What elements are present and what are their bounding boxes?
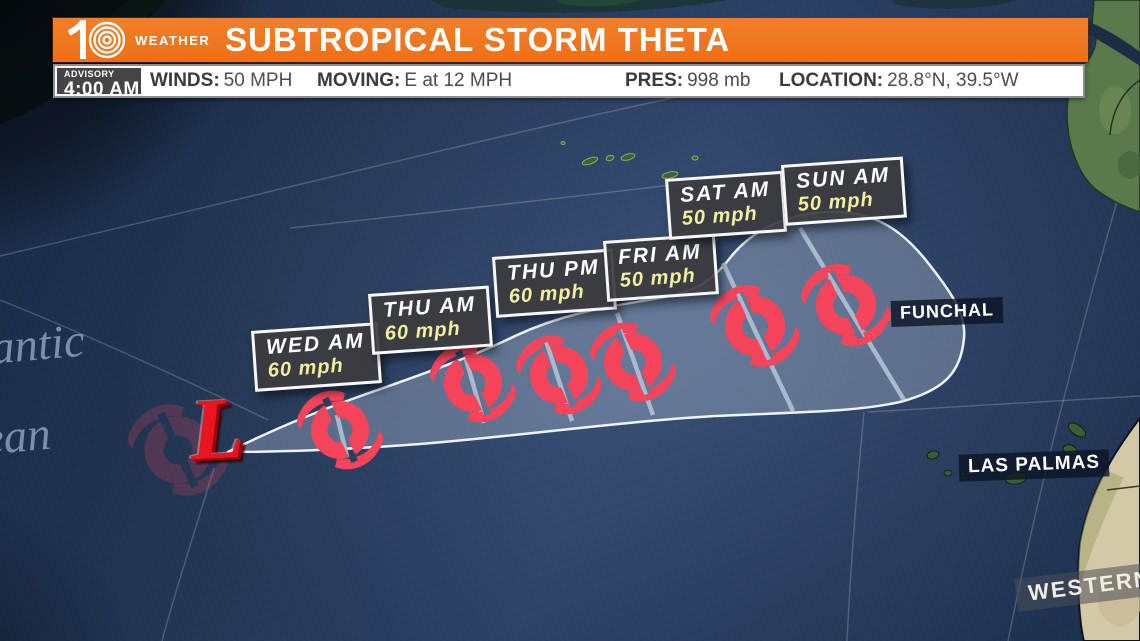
advisory-label: ADVISORY bbox=[64, 69, 115, 79]
advisory-stats-bar: ADVISORY 4:00 AM WINDS: 50 MPH MOVING: E… bbox=[53, 64, 1085, 99]
stat-winds: WINDS: 50 MPH bbox=[150, 66, 292, 96]
stat-value: 50 MPH bbox=[223, 70, 293, 91]
low-pressure-marker: L bbox=[187, 379, 247, 480]
brand-name: WEATHER bbox=[135, 32, 211, 48]
forecast-label-thu-pm: THU PM 60 mph bbox=[492, 248, 617, 318]
forecast-label-sat-am: SAT AM 50 mph bbox=[665, 170, 788, 240]
stat-value: 28.8°N, 39.5°W bbox=[887, 70, 1019, 91]
place-label-las-palmas: LAS PALMAS bbox=[958, 449, 1110, 482]
advisory-time: 4:00 AM bbox=[64, 79, 140, 100]
forecast-wind: 60 mph bbox=[508, 280, 586, 309]
forecast-label-thu-am: THU AM 60 mph bbox=[368, 285, 493, 355]
forecast-wind: 50 mph bbox=[681, 202, 759, 231]
stat-value: E at 12 MPH bbox=[404, 70, 513, 91]
stat-moving: MOVING: E at 12 MPH bbox=[317, 66, 512, 96]
channel-10-icon bbox=[67, 20, 126, 59]
station-logo: WEATHER bbox=[63, 20, 210, 60]
forecast-wind: 50 mph bbox=[619, 264, 697, 293]
stat-label: WINDS: bbox=[150, 70, 220, 91]
stat-pressure: PRES: 998 mb bbox=[625, 66, 750, 96]
storm-title: SUBTROPICAL STORM THETA bbox=[225, 21, 731, 58]
stat-location: LOCATION: 28.8°N, 39.5°W bbox=[779, 66, 1019, 96]
place-label-funchal: FUNCHAL bbox=[890, 297, 1004, 327]
stat-label: MOVING: bbox=[317, 70, 401, 91]
title-banner: WEATHER SUBTROPICAL STORM THETA bbox=[53, 18, 1088, 62]
forecast-label-wed-am: WED AM 60 mph bbox=[251, 322, 382, 392]
advisory-time-box: ADVISORY 4:00 AM bbox=[57, 68, 141, 99]
stat-label: LOCATION: bbox=[779, 70, 884, 91]
forecast-label-sun-am: SUN AM 50 mph bbox=[781, 156, 908, 226]
stat-value: 998 mb bbox=[687, 70, 751, 91]
stat-label: PRES: bbox=[625, 70, 684, 91]
forecast-label-fri-am: FRI AM 50 mph bbox=[603, 233, 719, 302]
